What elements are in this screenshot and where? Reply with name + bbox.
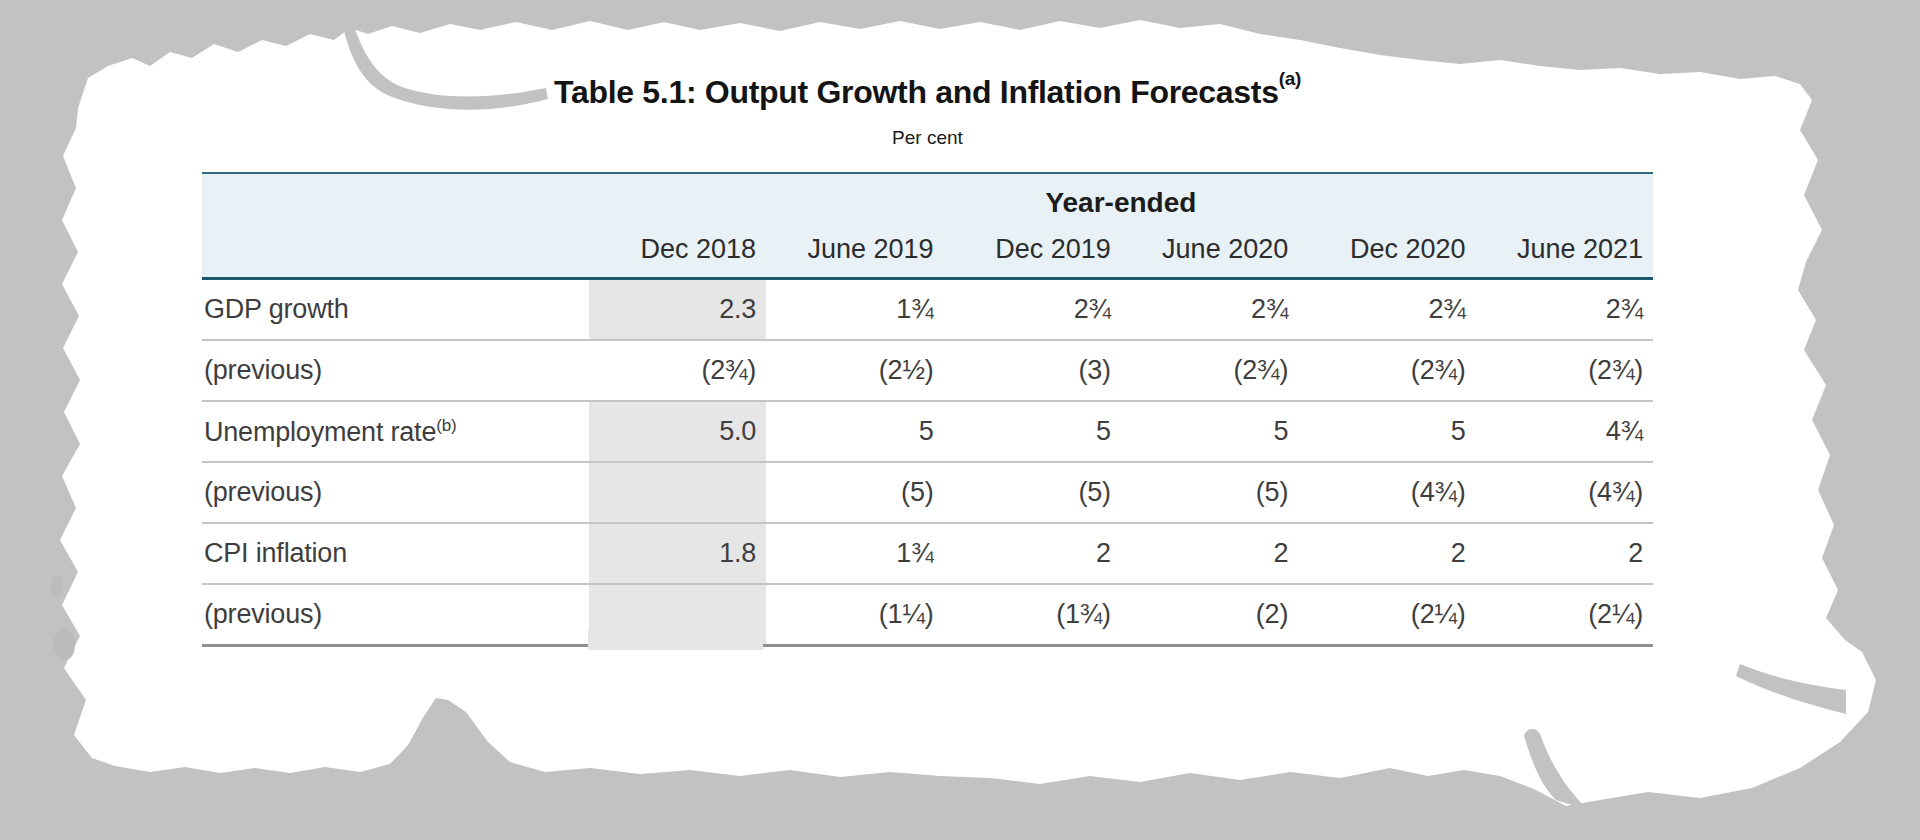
table-cell: (1¼) — [766, 584, 943, 646]
table-cell: 5 — [1121, 401, 1298, 462]
table-cell: (1¾) — [944, 584, 1121, 646]
table-cell: 4¾ — [1476, 401, 1653, 462]
table-cell: 2¾ — [1121, 279, 1298, 341]
table-cell: 2 — [944, 523, 1121, 584]
table-cell: (2¾) — [1298, 340, 1475, 401]
table-cell: 5.0 — [589, 401, 766, 462]
screenshot-root: { "page": { "background_color": "#c2c2c2… — [0, 0, 1920, 840]
span-header: Year-ended — [589, 173, 1653, 221]
table-cell: (2) — [1121, 584, 1298, 646]
table-cell: 2 — [1476, 523, 1653, 584]
title-footnote-marker: (a) — [1279, 68, 1301, 89]
table-cell: (2¾) — [1121, 340, 1298, 401]
table-header: Year-ended Dec 2018 June 2019 Dec 2019 J… — [202, 173, 1653, 279]
row-label: (previous) — [202, 584, 589, 646]
table-cell: (2¾) — [589, 340, 766, 401]
table-cell: 2 — [1121, 523, 1298, 584]
table-row-gdp-previous: (previous) (2¾) (2½) (3) (2¾) (2¾) (2¾) — [202, 340, 1653, 401]
document-page: Table 5.1: Output Growth and Inflation F… — [0, 0, 1920, 840]
table-cell: 1¾ — [766, 279, 943, 341]
span-header-row: Year-ended — [202, 173, 1653, 221]
row-label: GDP growth — [202, 279, 589, 341]
column-header: Dec 2018 — [589, 221, 766, 279]
table-cell: 1¾ — [766, 523, 943, 584]
table-cell: (3) — [944, 340, 1121, 401]
shaded-column-tail — [588, 629, 763, 650]
column-header-row: Dec 2018 June 2019 Dec 2019 June 2020 De… — [202, 221, 1653, 279]
page-title: Table 5.1: Output Growth and Inflation F… — [202, 68, 1653, 111]
row-label: (previous) — [202, 462, 589, 523]
column-header: Dec 2019 — [944, 221, 1121, 279]
table-cell: (2¼) — [1476, 584, 1653, 646]
row-label: Unemployment rate(b) — [202, 401, 589, 462]
column-header: Dec 2020 — [1298, 221, 1475, 279]
column-header: June 2021 — [1476, 221, 1653, 279]
table-body: GDP growth 2.3 1¾ 2¾ 2¾ 2¾ 2¾ (previous)… — [202, 279, 1653, 646]
table-cell: (4¾) — [1476, 462, 1653, 523]
table-cell: (5) — [1121, 462, 1298, 523]
table-cell: 2.3 — [589, 279, 766, 341]
table-row-cpi-inflation: CPI inflation 1.8 1¾ 2 2 2 2 — [202, 523, 1653, 584]
table-row-cpi-previous: (previous) (1¼) (1¾) (2) (2¼) (2¼) — [202, 584, 1653, 646]
table-row-unemployment-previous: (previous) (5) (5) (5) (4¾) (4¾) — [202, 462, 1653, 523]
corner-cell — [202, 173, 589, 221]
row-label: (previous) — [202, 340, 589, 401]
page-title-text: Table 5.1: Output Growth and Inflation F… — [554, 74, 1279, 110]
column-header: June 2020 — [1121, 221, 1298, 279]
column-header: June 2019 — [766, 221, 943, 279]
table-cell: 5 — [944, 401, 1121, 462]
table-cell: 5 — [766, 401, 943, 462]
table-cell: 2 — [1298, 523, 1475, 584]
label-column-header — [202, 221, 589, 279]
table-cell: (5) — [944, 462, 1121, 523]
table-cell: 5 — [1298, 401, 1475, 462]
table-cell: 2¾ — [944, 279, 1121, 341]
table-cell: 2¾ — [1298, 279, 1475, 341]
row-label: CPI inflation — [202, 523, 589, 584]
table-cell: 1.8 — [589, 523, 766, 584]
table-cell: (4¾) — [1298, 462, 1475, 523]
table-cell: 2¾ — [1476, 279, 1653, 341]
table-cell: (5) — [766, 462, 943, 523]
table-cell — [589, 462, 766, 523]
forecast-table: Year-ended Dec 2018 June 2019 Dec 2019 J… — [202, 172, 1653, 647]
table-cell: (2¼) — [1298, 584, 1475, 646]
table-row-unemployment: Unemployment rate(b) 5.0 5 5 5 5 4¾ — [202, 401, 1653, 462]
page-subtitle: Per cent — [202, 127, 1653, 149]
table-cell: (2¾) — [1476, 340, 1653, 401]
row-footnote-marker: (b) — [436, 416, 456, 435]
table-cell: (2½) — [766, 340, 943, 401]
table-row-gdp-growth: GDP growth 2.3 1¾ 2¾ 2¾ 2¾ 2¾ — [202, 279, 1653, 341]
